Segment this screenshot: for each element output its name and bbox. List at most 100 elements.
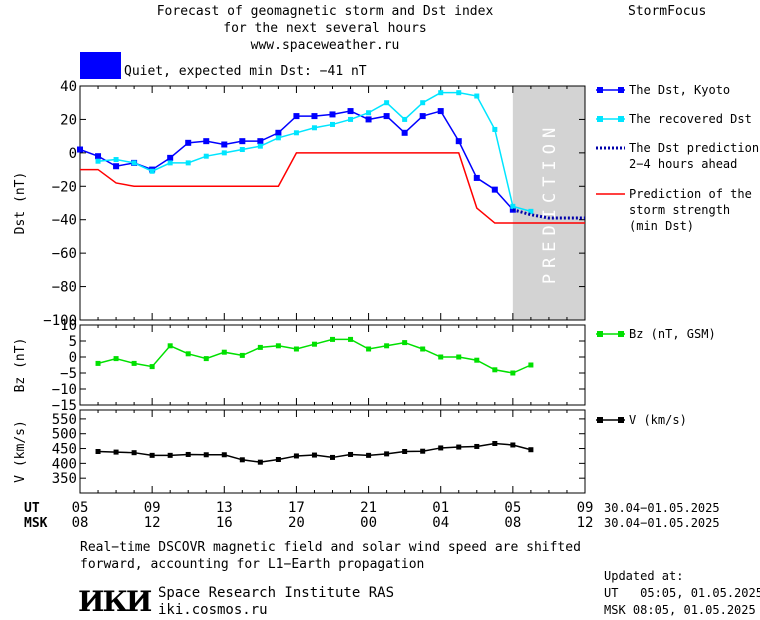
y-axis-label-bz: Bz (nT) (13, 338, 28, 393)
data-point-v (456, 444, 462, 450)
data-point-dst (257, 143, 263, 149)
data-point-bz (275, 343, 281, 349)
data-point-dst (275, 129, 282, 136)
data-point-dst (167, 160, 173, 166)
ut-tick-label: 09 (144, 500, 161, 516)
data-point-bz (131, 360, 137, 366)
data-point-v (257, 459, 263, 465)
chart-title-line2: for the next several hours (223, 21, 427, 36)
data-point-dst (239, 147, 245, 153)
data-point-dst (185, 139, 192, 146)
y-tick-label-bz: 5 (69, 334, 77, 350)
data-point-dst (239, 138, 246, 145)
iki-logo: ИКИ (78, 585, 152, 618)
y-tick-label-dst: 0 (69, 146, 77, 162)
ut-tick-label: 09 (577, 500, 594, 516)
data-point-dst (419, 113, 426, 120)
data-point-v (420, 448, 426, 454)
data-point-dst (420, 100, 426, 106)
footer-note-line1: Real−time DSCOVR magnetic field and sola… (80, 540, 581, 555)
data-point-dst (311, 125, 317, 131)
data-point-bz (366, 346, 372, 352)
y-tick-label-dst: 40 (60, 79, 77, 95)
data-point-bz (167, 343, 173, 349)
data-point-bz (113, 356, 119, 362)
data-point-bz (438, 354, 444, 360)
ut-tick-label: 17 (288, 500, 305, 516)
data-point-bz (528, 362, 534, 368)
data-point-dst (366, 110, 372, 116)
source-url[interactable]: www.spaceweather.ru (250, 38, 400, 53)
msk-tick-label: 00 (360, 515, 377, 531)
ut-axis-label: UT (24, 501, 40, 516)
data-point-dst (474, 93, 480, 99)
series-line-dst (512, 208, 585, 220)
data-point-bz (492, 367, 498, 373)
msk-tick-label: 12 (144, 515, 161, 531)
footer-note-line2: forward, accounting for L1−Earth propaga… (80, 557, 425, 572)
msk-tick-label: 04 (432, 515, 449, 531)
data-point-v (131, 450, 137, 456)
data-point-dst (528, 208, 534, 214)
y-tick-label-bz: −15 (52, 398, 77, 414)
institute-site[interactable]: iki.cosmos.ru (158, 602, 268, 618)
chart-title-line1: Forecast of geomagnetic storm and Dst in… (156, 4, 494, 19)
data-point-bz (95, 360, 101, 366)
msk-tick-label: 12 (577, 515, 594, 531)
data-point-dst (113, 163, 120, 170)
data-point-v (311, 452, 317, 458)
legend-label: The recovered Dst (629, 112, 752, 126)
data-point-v (438, 445, 444, 451)
legend-label: V (km/s) (629, 413, 687, 427)
legend-label: 2−4 hours ahead (629, 157, 737, 171)
msk-tick-label: 08 (504, 515, 521, 531)
y-axis-label-dst: Dst (nT) (13, 172, 28, 235)
data-point-v (113, 449, 119, 455)
data-point-dst (455, 138, 462, 145)
status-color-swatch (80, 52, 121, 79)
data-point-dst (293, 130, 299, 136)
legend-marker (597, 116, 603, 122)
data-point-v (348, 451, 354, 457)
data-point-dst (293, 113, 300, 120)
data-point-v (95, 449, 101, 454)
y-tick-label-dst: −100 (43, 313, 77, 329)
data-point-dst (383, 113, 390, 120)
series-line-dst (80, 152, 585, 224)
data-point-dst (329, 111, 336, 118)
msk-axis-label: MSK (24, 516, 48, 531)
legend-label: The Dst prediction (629, 141, 759, 155)
y-tick-label-v: 400 (52, 456, 77, 472)
status-label: Quiet, expected min Dst: −41 nT (124, 64, 367, 79)
legend-marker (618, 417, 624, 423)
y-tick-label-dst: −20 (52, 179, 77, 195)
data-point-dst (203, 138, 210, 145)
updated-ut: UT 05:05, 01.05.2025 (604, 586, 760, 600)
ut-tick-label: 05 (72, 500, 89, 516)
legend-label: storm strength (629, 203, 730, 217)
data-point-dst (401, 129, 408, 136)
data-point-v (185, 451, 191, 457)
updated-msk: MSK 08:05, 01.05.2025 (604, 603, 756, 617)
data-point-v (167, 452, 173, 458)
ut-date-range: 30.04−01.05.2025 (604, 501, 720, 515)
data-point-dst (456, 90, 462, 96)
data-point-dst (438, 90, 444, 96)
data-point-dst (203, 153, 209, 159)
msk-tick-label: 16 (216, 515, 233, 531)
legend-marker (618, 331, 624, 337)
data-point-dst (77, 146, 83, 153)
legend-marker (597, 87, 603, 93)
data-point-bz (239, 352, 245, 358)
legend-label: (min Dst) (629, 219, 694, 233)
data-point-dst (221, 150, 227, 156)
data-point-v (510, 442, 516, 448)
data-point-dst (113, 157, 119, 163)
y-axis-label-v: V (km/s) (13, 420, 28, 483)
data-point-dst (510, 203, 516, 209)
ut-tick-label: 13 (216, 500, 233, 516)
data-point-dst (437, 108, 444, 115)
data-point-bz (257, 344, 263, 350)
legend-label: The Dst, Kyoto (629, 83, 730, 97)
